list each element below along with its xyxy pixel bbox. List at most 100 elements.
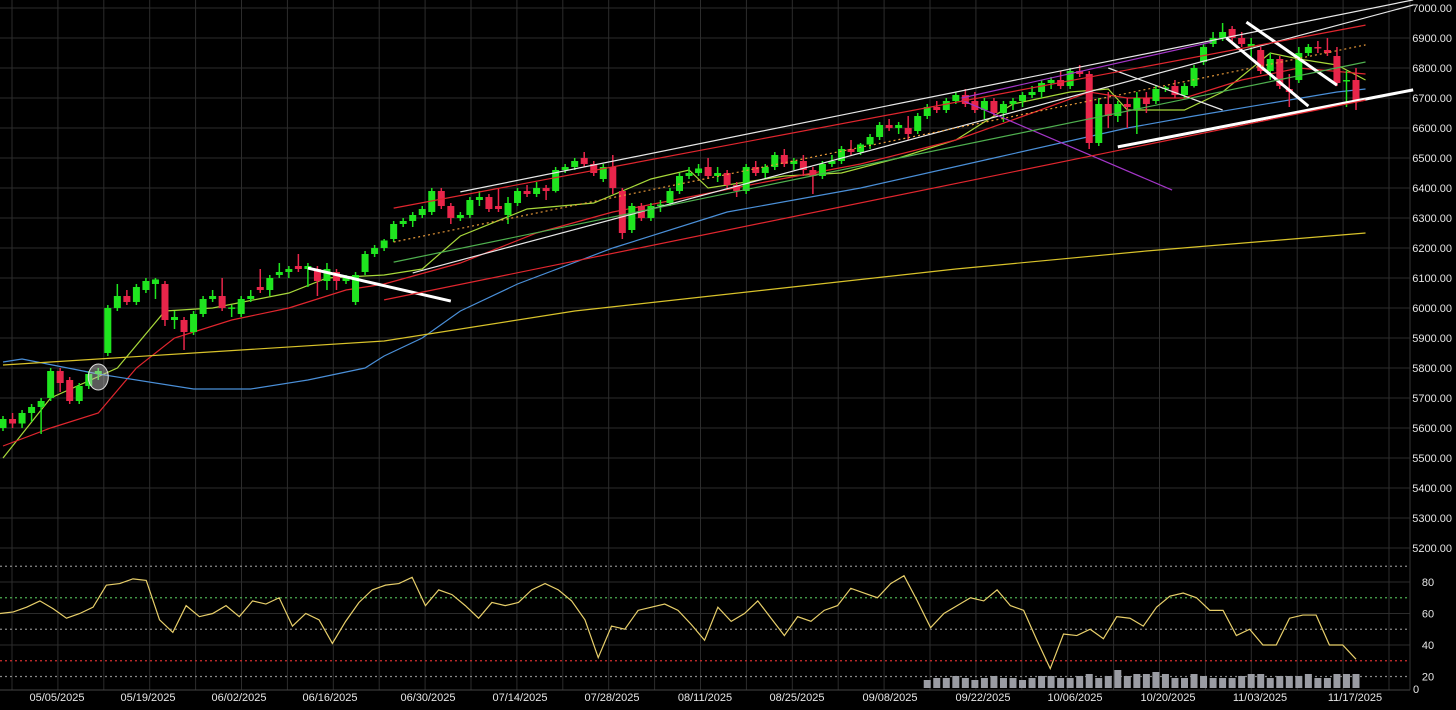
rsi-tick-label: 60 — [1422, 609, 1434, 621]
candle-down — [1123, 104, 1131, 107]
candle-down — [542, 188, 550, 191]
volume-bar — [1314, 678, 1322, 688]
price-tick-label: 5300.00 — [1412, 513, 1452, 525]
candle-up — [361, 254, 369, 272]
rsi-tick-label: 80 — [1422, 577, 1434, 589]
trendline — [961, 41, 1213, 99]
rsi-line — [0, 574, 1357, 671]
volume-bar — [1266, 678, 1274, 688]
candle-down — [447, 206, 455, 218]
candle-up — [647, 206, 655, 218]
price-tick-label: 5900.00 — [1412, 333, 1452, 345]
candle-up — [418, 209, 426, 215]
candle-up — [761, 167, 769, 173]
date-axis: 05/05/2025 05/19/2025 06/02/2025 06/16/2025… — [29, 692, 1382, 704]
candle-down — [1276, 59, 1284, 86]
candle-up — [857, 144, 865, 152]
candle-up — [952, 95, 960, 101]
volume-bar — [1209, 678, 1217, 688]
volume-bar — [1219, 678, 1227, 688]
candle-down — [332, 272, 340, 281]
candle-up — [1219, 32, 1227, 38]
rsi-panel — [0, 574, 1357, 671]
candle-up — [628, 206, 636, 230]
volume-bar — [1038, 676, 1046, 688]
highlight-ellipse — [87, 363, 109, 391]
volume-bar — [1228, 678, 1236, 688]
candle-down — [494, 206, 502, 209]
trendline — [1117, 88, 1414, 149]
date-tick-label: 05/05/2025 — [29, 692, 84, 704]
candle-down — [256, 287, 264, 290]
candle-up — [209, 296, 217, 299]
candle-up — [561, 167, 569, 170]
candle-up — [285, 269, 293, 272]
candle-down — [1228, 29, 1236, 38]
candle-down — [933, 107, 941, 110]
candle-up — [466, 200, 474, 215]
candle-up — [514, 191, 522, 203]
price-tick-label: 7000.00 — [1412, 3, 1452, 15]
candle-down — [1333, 56, 1341, 83]
candle-down — [990, 101, 998, 113]
candle-up — [1009, 101, 1017, 104]
rsi-levels — [0, 565, 1410, 678]
date-tick-label: 07/14/2025 — [492, 692, 547, 704]
price-tick-label: 5200.00 — [1412, 543, 1452, 555]
date-tick-label: 08/11/2025 — [678, 692, 732, 704]
candle-down — [961, 95, 969, 104]
volume-bar — [1171, 678, 1179, 688]
volume-bar — [952, 676, 960, 688]
price-tick-label: 6100.00 — [1412, 273, 1452, 285]
volume-bar — [1028, 678, 1036, 688]
candle-up — [1095, 104, 1103, 143]
candle-up — [342, 278, 350, 281]
date-tick-label: 06/30/2025 — [400, 692, 455, 704]
candle-up — [599, 167, 607, 179]
candle-up — [1028, 92, 1036, 95]
candle-down — [1104, 104, 1112, 116]
candle-up — [37, 401, 45, 407]
candle-up — [714, 173, 722, 176]
candle-up — [1114, 104, 1122, 116]
volume-bar — [923, 680, 931, 688]
candle-down — [618, 191, 626, 233]
candle-down — [294, 266, 302, 269]
price-tick-label: 6300.00 — [1412, 213, 1452, 225]
candle-down — [1171, 86, 1179, 95]
candle-down — [485, 197, 493, 209]
trendline — [307, 266, 452, 303]
rsi-tick-label: 40 — [1422, 640, 1434, 652]
volume-bar — [1133, 674, 1141, 688]
price-axis: 7000.00 6900.00 6800.00 6700.00 6600.00 6500.… — [1412, 3, 1452, 555]
volume-bar — [933, 678, 941, 688]
candles — [0, 23, 1360, 434]
trendline — [1245, 20, 1338, 87]
price-tick-label: 5400.00 — [1412, 483, 1452, 495]
candle-up — [942, 101, 950, 110]
date-tick-label: 11/03/2025 — [1233, 692, 1287, 704]
price-tick-label: 5600.00 — [1412, 423, 1452, 435]
candle-up — [142, 281, 150, 290]
price-tick-label: 5700.00 — [1412, 393, 1452, 405]
volume-bar — [1276, 676, 1284, 688]
date-tick-label: 11/17/2025 — [1328, 692, 1382, 704]
price-tick-label: 6200.00 — [1412, 243, 1452, 255]
volume-bar — [1057, 678, 1065, 688]
date-tick-label: 05/19/2025 — [120, 692, 175, 704]
moving-averages — [2, 52, 1366, 459]
price-tick-label: 6400.00 — [1412, 183, 1452, 195]
trendline — [412, 4, 1414, 274]
moving-average-line — [2, 232, 1366, 366]
volume-bar — [1161, 674, 1169, 688]
date-tick-label: 10/20/2025 — [1140, 692, 1195, 704]
candle-up — [666, 191, 674, 203]
candle-down — [218, 296, 226, 308]
volume-bar — [1066, 678, 1074, 688]
candle-down — [161, 284, 169, 320]
volume-bar — [1114, 670, 1122, 688]
candle-up — [999, 104, 1007, 113]
candle-down — [847, 149, 855, 152]
candle-up — [837, 149, 845, 161]
